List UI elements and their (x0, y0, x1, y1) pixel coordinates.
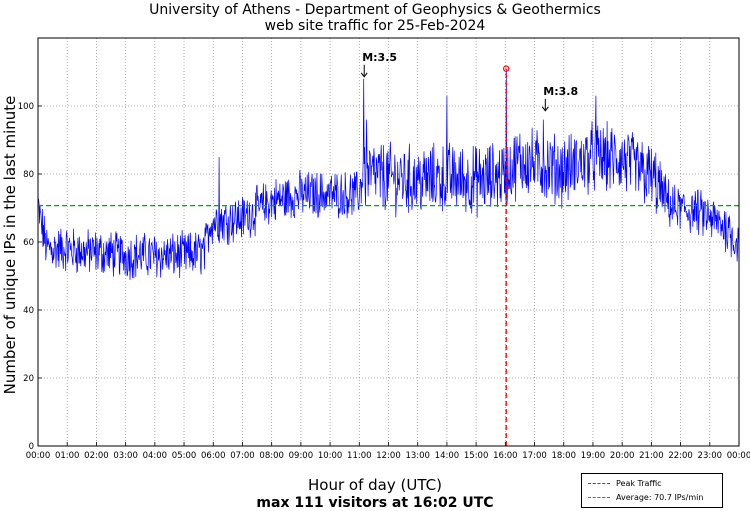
x-tick-label: 14:00 (435, 451, 460, 461)
legend: Peak Traffic Average: 70.7 IPs/min (581, 473, 723, 508)
legend-label-average: Average: 70.7 IPs/min (616, 492, 704, 502)
x-tick-label: 23:00 (698, 451, 723, 461)
x-tick-label: 18:00 (552, 451, 577, 461)
x-tick-label: 00:00 (727, 451, 750, 461)
legend-swatch-peak (588, 482, 610, 484)
x-tick-label: 10:00 (318, 451, 343, 461)
x-tick-label: 16:00 (493, 451, 518, 461)
x-tick-label: 12:00 (376, 451, 401, 461)
x-axis-label: Hour of day (UTC) (308, 476, 442, 494)
x-tick-label: 13:00 (405, 451, 430, 461)
x-tick-label: 22:00 (668, 451, 693, 461)
y-tick-label: 80 (23, 170, 34, 180)
x-tick-label: 19:00 (581, 451, 606, 461)
legend-entry-peak: Peak Traffic (588, 477, 662, 489)
annotation-label: M:3.8 (543, 85, 578, 98)
legend-label-peak: Peak Traffic (616, 478, 662, 488)
x-tick-label: 20:00 (610, 451, 635, 461)
x-tick-label: 03:00 (113, 451, 138, 461)
x-tick-label: 17:00 (522, 451, 547, 461)
legend-swatch-average (588, 496, 610, 498)
chart-title: University of Athens - Department of Geo… (149, 2, 601, 18)
legend-entry-average: Average: 70.7 IPs/min (588, 491, 703, 503)
x-tick-label: 06:00 (201, 451, 226, 461)
y-tick-label: 0 (29, 442, 34, 452)
x-tick-label: 15:00 (464, 451, 489, 461)
x-tick-label: 04:00 (143, 451, 168, 461)
x-tick-label: 09:00 (289, 451, 314, 461)
x-tick-label: 00:00 (26, 451, 51, 461)
traffic-series-line (37, 68, 740, 280)
x-tick-label: 08:00 (259, 451, 284, 461)
x-tick-label: 07:00 (230, 451, 255, 461)
y-tick-label: 100 (18, 102, 34, 112)
chart-summary: max 111 visitors at 16:02 UTC (256, 495, 494, 511)
plot-frame (37, 37, 740, 447)
x-tick-label: 21:00 (639, 451, 664, 461)
peak-marker (503, 65, 510, 72)
y-tick-label: 20 (23, 374, 34, 384)
x-tick-label: 05:00 (172, 451, 197, 461)
x-tick-label: 11:00 (347, 451, 372, 461)
chart-subtitle: web site traffic for 25-Feb-2024 (264, 18, 486, 34)
y-tick-label: 40 (23, 306, 34, 316)
annotation-label: M:3.5 (362, 51, 397, 64)
annotation-arrow-head (360, 72, 368, 78)
x-tick-label: 01:00 (55, 451, 80, 461)
x-tick-label: 02:00 (84, 451, 109, 461)
y-tick-label: 60 (23, 238, 34, 248)
annotation-arrow-head (541, 106, 549, 112)
